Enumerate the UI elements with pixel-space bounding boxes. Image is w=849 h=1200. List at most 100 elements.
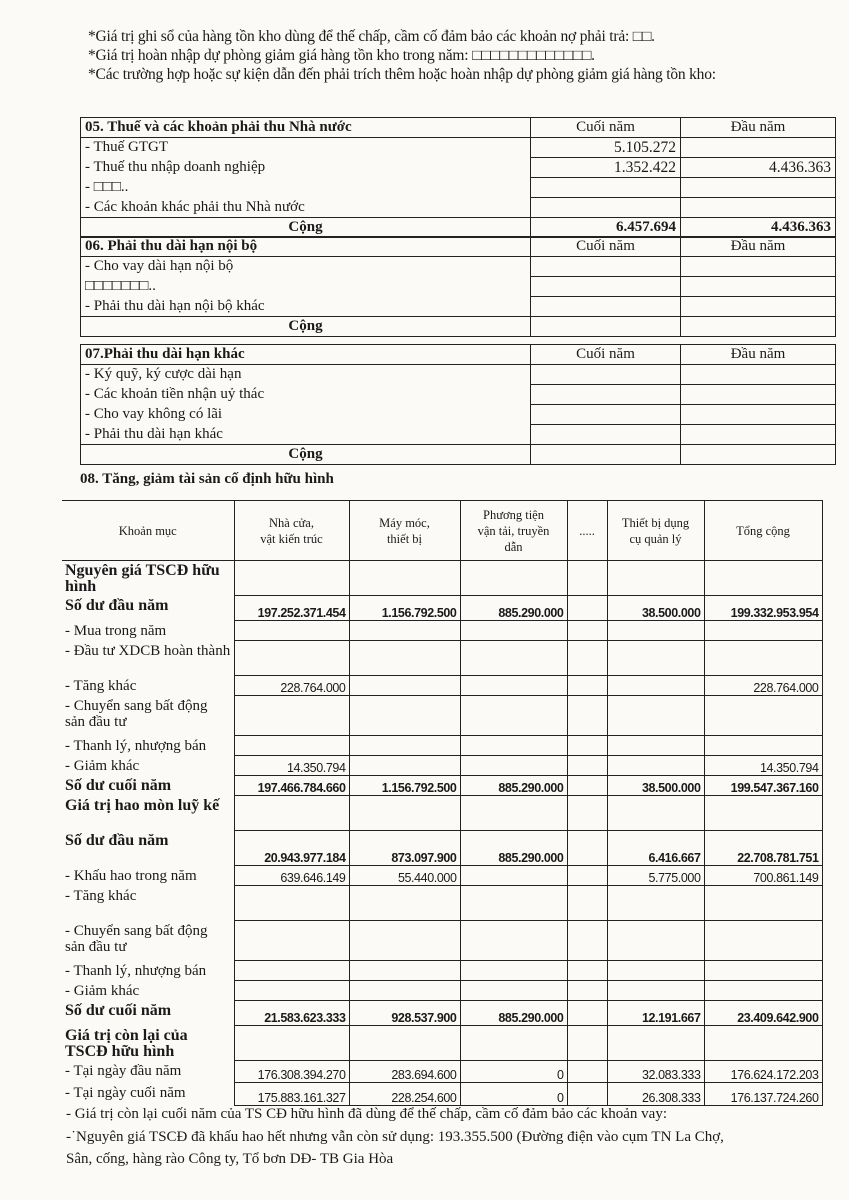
row-label: - Tại ngày cuối năm <box>62 1082 235 1106</box>
cell-value <box>606 695 705 736</box>
table-row: - Chuyển sang bất động sản đầu tư <box>62 695 823 736</box>
table-row: - Tại ngày đầu năm 176.308.394.270 283.694… <box>62 1060 823 1083</box>
cell-value: 885.290.000 <box>459 830 568 866</box>
cell-value <box>703 920 823 961</box>
cell-value <box>566 595 608 621</box>
table-row: Giá trị hao mòn luỹ kế <box>62 795 823 831</box>
cell-value: 14.350.794 <box>233 755 350 776</box>
end-year-value: 5.105.272 <box>530 137 681 158</box>
cell-value <box>566 695 608 736</box>
cell-value <box>459 1025 568 1061</box>
cell-value: 197.466.784.660 <box>233 775 350 796</box>
start-year-value <box>680 404 836 425</box>
end-year-value <box>530 424 681 445</box>
cell-value <box>566 640 608 676</box>
cell-value <box>233 620 350 641</box>
cell-value <box>233 795 350 831</box>
column-header-end-year: Cuối năm <box>530 117 681 138</box>
end-year-value <box>530 256 681 277</box>
total-row: Cộng <box>80 316 836 337</box>
cell-value: 38.500.000 <box>606 595 705 621</box>
cell-value: 228.764.000 <box>703 675 823 696</box>
row-label: Số dư đầu năm <box>62 830 235 866</box>
row-label: - Khấu hao trong năm <box>62 865 235 886</box>
cell-value <box>348 755 461 776</box>
start-year-value <box>680 197 836 218</box>
cell-value <box>566 885 608 921</box>
table-row: - Chuyển sang bất động sản đầu tư <box>62 920 823 961</box>
column-header-end-year: Cuối năm <box>530 236 681 257</box>
row-label: - Chuyển sang bất động sản đầu tư <box>62 920 235 961</box>
cell-value: 700.861.149 <box>703 865 823 886</box>
row-label: Số dư cuối năm <box>62 775 235 796</box>
column-header: Nhà cửa, vật kiến trúc <box>233 500 350 561</box>
cell-value: 26.308.333 <box>606 1082 705 1106</box>
total-label: Cộng <box>80 444 531 465</box>
column-header: Thiết bị dụng cụ quản lý <box>606 500 705 561</box>
cell-value <box>233 980 350 1001</box>
table-row: Giá trị còn lại của TSCĐ hữu hình <box>62 1025 823 1061</box>
cell-value <box>566 675 608 696</box>
cell-value <box>459 640 568 676</box>
footnote-3: Sân, cống, hàng rào Công ty, Tổ bơn DĐ- … <box>66 1151 394 1167</box>
cell-value <box>348 980 461 1001</box>
cell-value <box>566 1025 608 1061</box>
cell-value: 928.537.900 <box>348 1000 461 1026</box>
cell-value: 20.943.977.184 <box>233 830 350 866</box>
row-label: - Ký quỹ, ký cược dài hạn <box>80 364 531 385</box>
cell-value: 199.332.953.954 <box>703 595 823 621</box>
cell-value <box>459 885 568 921</box>
table-row: - Các khoản khác phải thu Nhà nước <box>80 197 836 218</box>
section-title: 06. Phải thu dài hạn nội bộ <box>80 236 531 257</box>
note-2: *Giá trị hoàn nhập dự phòng giảm giá hàn… <box>88 47 595 64</box>
cell-value: 38.500.000 <box>606 775 705 796</box>
cell-value <box>233 920 350 961</box>
cell-value <box>703 620 823 641</box>
cell-value: 176.308.394.270 <box>233 1060 350 1083</box>
cell-value <box>606 675 705 696</box>
column-header: Máy móc, thiết bị <box>348 500 461 561</box>
cell-value <box>606 960 705 981</box>
total-label: Cộng <box>80 217 531 238</box>
cell-value <box>606 795 705 831</box>
row-label: - Giảm khác <box>62 980 235 1001</box>
cell-value <box>459 920 568 961</box>
row-label: - Tăng khác <box>62 675 235 696</box>
table-row: - Thuế thu nhập doanh nghiệp 1.352.422 4.4… <box>80 157 836 178</box>
fixed-assets-title: 08. Tăng, giảm tài sản cố định hữu hình <box>80 471 334 487</box>
end-year-value: 1.352.422 <box>530 157 681 178</box>
row-label: - Thuế thu nhập doanh nghiệp <box>80 157 531 178</box>
cell-value <box>459 695 568 736</box>
cell-value <box>566 795 608 831</box>
cell-value <box>459 620 568 641</box>
column-header-start-year: Đầu năm <box>680 117 836 138</box>
cell-value <box>348 885 461 921</box>
start-year-value <box>680 137 836 158</box>
cell-value <box>459 735 568 756</box>
cell-value <box>606 1025 705 1061</box>
cell-value <box>606 560 705 596</box>
cell-value <box>606 640 705 676</box>
cell-value <box>566 755 608 776</box>
cell-value <box>459 980 568 1001</box>
table-row: - Cho vay không có lãi <box>80 404 836 425</box>
cell-value <box>233 960 350 981</box>
cell-value <box>348 640 461 676</box>
column-header: Tổng cộng <box>703 500 823 561</box>
section-title: 05. Thuế và các khoản phải thu Nhà nước <box>80 117 531 138</box>
cell-value: 21.583.623.333 <box>233 1000 350 1026</box>
row-label: - Cho vay không có lãi <box>80 404 531 425</box>
table-row: Số dư cuối năm 21.583.623.333 928.537.900 8… <box>62 1000 823 1026</box>
cell-value <box>606 980 705 1001</box>
cell-value <box>566 620 608 641</box>
footnote-1: - Giá trị còn lại cuối năm của TS CĐ hữu… <box>66 1106 668 1122</box>
cell-value <box>566 960 608 981</box>
cell-value <box>703 560 823 596</box>
row-label: - Giảm khác <box>62 755 235 776</box>
table-row: - Phải thu dài hạn nội bộ khác <box>80 296 836 317</box>
section-table: 07.Phải thu dài hạn khác Cuối năm Đầu năm -… <box>80 344 836 465</box>
cell-value: 1.156.792.500 <box>348 595 461 621</box>
cell-value: 228.764.000 <box>233 675 350 696</box>
table-row: Số dư cuối năm 197.466.784.660 1.156.792.5… <box>62 775 823 796</box>
cell-value <box>606 620 705 641</box>
